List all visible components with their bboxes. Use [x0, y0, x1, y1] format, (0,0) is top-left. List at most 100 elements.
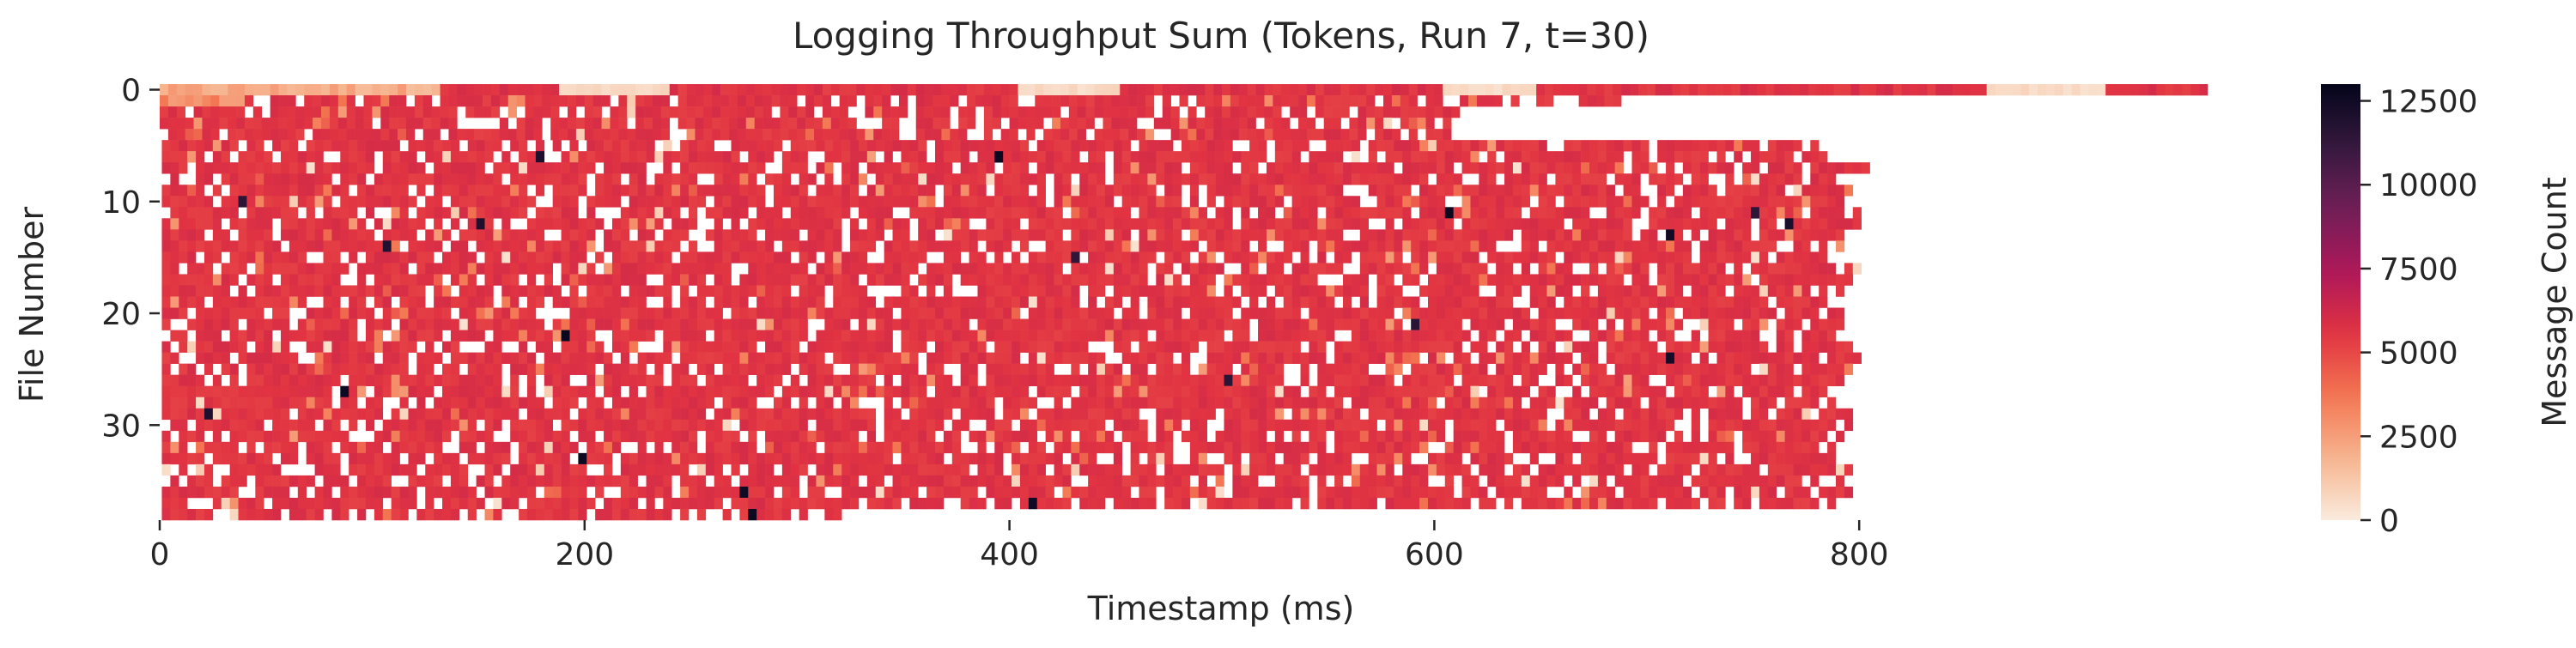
heatmap-cell: [969, 307, 978, 319]
heatmap-cell: [977, 151, 987, 163]
heatmap-cell: [892, 318, 902, 330]
heatmap-cell: [578, 162, 587, 174]
heatmap-cell: [1230, 84, 1240, 96]
heatmap-cell: [357, 408, 367, 421]
heatmap-cell: [467, 251, 477, 263]
heatmap-cell: [476, 408, 485, 421]
heatmap-cell: [1189, 229, 1200, 241]
heatmap-cell: [1003, 173, 1012, 185]
heatmap-cell: [533, 106, 543, 118]
heatmap-cell: [1623, 229, 1632, 241]
heatmap-cell: [680, 318, 690, 330]
heatmap-cell: [1036, 408, 1046, 421]
heatmap-cell: [527, 240, 537, 252]
heatmap-cell: [552, 408, 562, 421]
heatmap-cell: [281, 408, 290, 421]
heatmap-cell: [1164, 229, 1174, 241]
heatmap-cell: [321, 95, 331, 107]
heatmap-cell: [1198, 173, 1207, 185]
heatmap-cell: [1666, 140, 1675, 152]
heatmap-cell: [807, 385, 817, 398]
heatmap-cell: [467, 363, 477, 375]
heatmap-cell: [306, 318, 315, 330]
heatmap-cell: [527, 318, 537, 330]
heatmap-cell: [399, 285, 409, 297]
heatmap-cell: [1589, 385, 1599, 398]
heatmap-cell: [1827, 318, 1837, 330]
heatmap-cell: [654, 385, 664, 398]
heatmap-cell: [1564, 151, 1573, 163]
heatmap-cell: [722, 162, 732, 174]
heatmap-cell: [434, 151, 443, 163]
heatmap-cell: [637, 240, 647, 252]
heatmap-cell: [1054, 162, 1063, 174]
heatmap-cell: [943, 196, 953, 208]
heatmap-cell: [465, 129, 475, 141]
heatmap-cell: [544, 374, 553, 386]
heatmap-cell: [1699, 374, 1709, 386]
heatmap-cell: [915, 95, 925, 107]
heatmap-cell: [1019, 140, 1030, 152]
heatmap-cell: [1657, 173, 1667, 185]
heatmap-cell: [1113, 140, 1123, 152]
heatmap-cell: [671, 207, 681, 219]
heatmap-cell: [323, 397, 332, 409]
heatmap-cell: [816, 162, 825, 174]
heatmap-cell: [1666, 229, 1675, 241]
heatmap-cell: [1631, 374, 1641, 386]
heatmap-cell: [1273, 129, 1282, 141]
heatmap-cell: [1012, 330, 1021, 342]
heatmap-cell: [1504, 330, 1514, 342]
heatmap-cell: [635, 118, 645, 130]
heatmap-cell: [289, 274, 299, 286]
heatmap-cell: [866, 218, 877, 230]
heatmap-cell: [1283, 330, 1292, 342]
heatmap-cell: [646, 285, 655, 297]
heatmap-cell: [516, 129, 526, 141]
heatmap-cell: [229, 140, 239, 152]
heatmap-cell: [170, 207, 179, 219]
heatmap-cell: [228, 95, 237, 107]
heatmap-cell: [1241, 385, 1250, 398]
heatmap-cell: [629, 408, 638, 421]
heatmap-cell: [306, 185, 315, 197]
heatmap-cell: [898, 106, 908, 118]
heatmap-cell: [731, 352, 740, 364]
heatmap-cell: [365, 352, 375, 364]
heatmap-cell: [1054, 140, 1063, 152]
heatmap-cell: [875, 263, 884, 275]
heatmap-cell: [561, 341, 570, 353]
heatmap-cell: [261, 84, 270, 96]
heatmap-cell: [901, 151, 910, 163]
heatmap-cell: [705, 185, 715, 197]
heatmap-cell: [313, 95, 322, 107]
heatmap-cell: [559, 95, 568, 107]
heatmap-cell: [960, 307, 969, 319]
heatmap-cell: [731, 296, 740, 308]
heatmap-cell: [1206, 229, 1216, 241]
heatmap-cell: [281, 185, 290, 197]
heatmap-cell: [289, 352, 299, 364]
heatmap-cell: [1343, 352, 1352, 364]
heatmap-cell: [2190, 84, 2200, 96]
heatmap-cell: [901, 240, 910, 252]
heatmap-cell: [1376, 173, 1386, 185]
heatmap-cell: [442, 318, 452, 330]
heatmap-cell: [960, 196, 969, 208]
heatmap-cell: [1427, 151, 1437, 163]
heatmap-cell: [391, 263, 400, 275]
heatmap-cell: [1012, 274, 1021, 286]
heatmap-cell: [586, 307, 596, 319]
heatmap-cell: [720, 106, 730, 118]
heatmap-cell: [1801, 196, 1811, 208]
heatmap-cell: [1504, 408, 1514, 421]
heatmap-cell: [1309, 207, 1318, 219]
heatmap-cell: [1173, 251, 1182, 263]
heatmap-cell: [459, 240, 469, 252]
heatmap-cell: [416, 330, 426, 342]
heatmap-cell: [1036, 173, 1046, 185]
heatmap-cell: [1460, 95, 1469, 107]
heatmap-cell: [1128, 118, 1138, 130]
heatmap-cell: [323, 140, 332, 152]
heatmap-cell: [799, 385, 808, 398]
